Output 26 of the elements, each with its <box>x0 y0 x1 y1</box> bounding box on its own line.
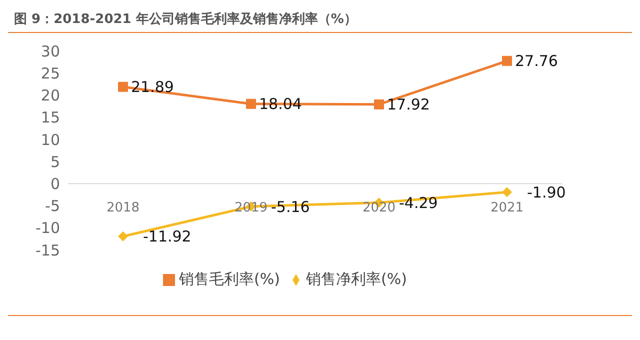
data-label: -11.92 <box>143 228 192 246</box>
x-tick-label: 2018 <box>106 200 140 216</box>
y-tick-label: 20 <box>40 86 60 105</box>
y-tick-label: 0 <box>50 174 60 193</box>
x-tick-label: 2021 <box>490 200 524 216</box>
y-tick-label: 25 <box>40 64 60 82</box>
y-tick-label: 15 <box>40 108 60 127</box>
y-tick-label: -10 <box>36 219 60 238</box>
chart-title: 图 9：2018-2021 年公司销售毛利率及销售净利率（%） <box>8 8 632 33</box>
data-label: 17.92 <box>387 96 430 114</box>
point <box>118 231 128 242</box>
y-tick-label: -5 <box>45 197 60 216</box>
legend-label: 销售净利率(%) <box>306 270 407 288</box>
point <box>246 98 256 109</box>
y-tick-label: 10 <box>40 130 60 149</box>
y-tick-label: 5 <box>50 152 60 171</box>
data-label: 27.76 <box>515 52 558 70</box>
point <box>502 187 512 198</box>
point <box>118 82 128 92</box>
data-label: -1.90 <box>527 183 566 202</box>
point <box>502 56 512 66</box>
y-tick-label: 30 <box>40 42 60 60</box>
y-tick-label: -15 <box>36 241 60 260</box>
legend-label: 销售毛利率(%) <box>179 270 280 288</box>
point <box>374 99 384 110</box>
x-tick-label: 2020 <box>362 200 396 216</box>
